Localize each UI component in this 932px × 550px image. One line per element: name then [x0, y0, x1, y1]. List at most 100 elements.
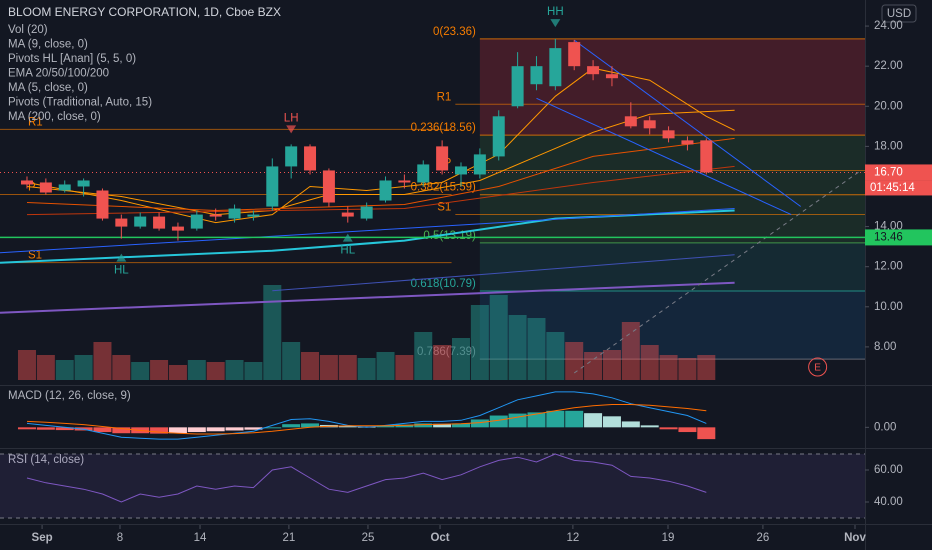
volume-bar [433, 345, 452, 380]
volume-bar [319, 355, 338, 380]
candle-body [681, 140, 694, 145]
fib-label: 0.618(10.79) [411, 278, 476, 290]
macd-histogram-bar [376, 425, 395, 428]
candle-body [624, 116, 637, 127]
macd-histogram-bar [697, 427, 716, 440]
marker-price-label: 13.46 [874, 231, 903, 243]
indicator-line [26, 109, 735, 216]
fib-zone [479, 242, 865, 291]
countdown-label: 01:45:14 [870, 182, 915, 194]
fib-zone [479, 135, 865, 195]
pivot-label: R1 [28, 116, 43, 128]
marker-price-tag [865, 229, 932, 246]
candle-body [587, 66, 600, 75]
macd-histogram-bar [206, 427, 225, 432]
macd-histogram-bar [433, 423, 452, 428]
candle-body [511, 66, 524, 107]
volume-bar [546, 332, 565, 380]
candle-body [568, 42, 581, 67]
x-tick-label: 21 [283, 532, 296, 544]
pivot-marker-label: HL [340, 245, 355, 257]
volume-bar [74, 355, 93, 380]
indicator-legend: Vol (20) [8, 24, 48, 36]
indicator-legend: MA (200, close, 0) [8, 111, 101, 123]
macd-histogram-bar [282, 424, 301, 428]
x-tick-label: 19 [662, 532, 675, 544]
pivot-label: R1 [437, 91, 452, 103]
x-tick-label: Sep [32, 532, 53, 544]
candle-body [473, 154, 486, 175]
candle-body [266, 166, 279, 207]
volume-bar [527, 318, 546, 380]
macd-histogram-bar [659, 427, 678, 430]
macd-histogram-bar [187, 427, 206, 433]
macd-histogram-bar [301, 423, 320, 428]
candle-body [304, 146, 317, 171]
y-tick-label: 8.00 [874, 341, 896, 353]
y-tick-label: 22.00 [874, 60, 903, 72]
candle-body [153, 216, 166, 229]
macd-histogram-bar [93, 427, 112, 433]
volume-bar [150, 360, 169, 380]
candle-body [77, 180, 90, 187]
pivot-marker-label: HL [114, 265, 129, 277]
candle-body [530, 66, 543, 85]
indicator-line [0, 281, 735, 314]
macd-histogram-bar [584, 413, 603, 428]
volume-bar [697, 355, 716, 380]
y-tick-label: 40.00 [874, 496, 903, 508]
candle-body [549, 48, 562, 87]
x-tick-label: 8 [117, 532, 123, 544]
volume-bar [659, 355, 678, 380]
x-tick-label: 25 [362, 532, 375, 544]
earnings-marker[interactable] [808, 357, 828, 377]
y-tick-label: 10.00 [874, 301, 903, 313]
indicator-legend: Pivots (Traditional, Auto, 15) [8, 97, 152, 109]
indicator-legend: MA (5, close, 0) [8, 82, 88, 94]
candle-body [454, 166, 467, 175]
chart-title: BLOOM ENERGY CORPORATION, 1D, Cboe BZX [8, 5, 281, 19]
macd-histogram-bar [150, 427, 169, 434]
price-pane: 0(23.36)0.236(18.56)0.382(15.59)0.5(13.1… [0, 6, 865, 380]
pivot-marker [342, 233, 353, 242]
volume-bar [225, 360, 244, 380]
macd-histogram-bar [225, 427, 244, 431]
volume-bar [17, 350, 36, 380]
volume-bar [338, 355, 357, 380]
macd-histogram-bar [414, 423, 433, 428]
candle-body [190, 214, 203, 229]
volume-bar [489, 295, 508, 380]
indicator-line [26, 67, 735, 224]
indicator-legend: EMA 20/50/100/200 [8, 68, 109, 80]
macd-histogram-bar [338, 426, 357, 428]
currency: USD [887, 8, 911, 20]
macd-histogram-bar [621, 421, 640, 428]
macd-line [26, 391, 707, 440]
volume-bar [414, 332, 433, 380]
x-tick-label: Nov [844, 532, 866, 544]
volume-bar [451, 338, 470, 380]
volume-bar [36, 355, 55, 380]
macd-label: MACD (12, 26, close, 9) [8, 390, 131, 402]
volume-bar [93, 342, 112, 380]
candle-body [379, 180, 392, 201]
indicator-line [0, 208, 735, 254]
candle-body [605, 74, 618, 79]
macd-histogram-bar [55, 427, 74, 431]
macd-histogram-bar [244, 427, 263, 430]
y-tick-label: 24.00 [874, 20, 903, 32]
volume-bar [244, 362, 263, 380]
candle-body [398, 180, 411, 183]
volume-bar [640, 345, 659, 380]
fib-zone [479, 38, 865, 136]
macd-line [26, 404, 707, 435]
x-tick-label: 26 [757, 532, 770, 544]
volume-bar [131, 362, 150, 380]
macd-histogram-bar [17, 427, 36, 430]
macd-histogram-bar [546, 410, 565, 428]
pivot-marker-label: LH [284, 112, 299, 124]
currency-box[interactable] [881, 4, 917, 23]
candle-body [360, 206, 373, 219]
